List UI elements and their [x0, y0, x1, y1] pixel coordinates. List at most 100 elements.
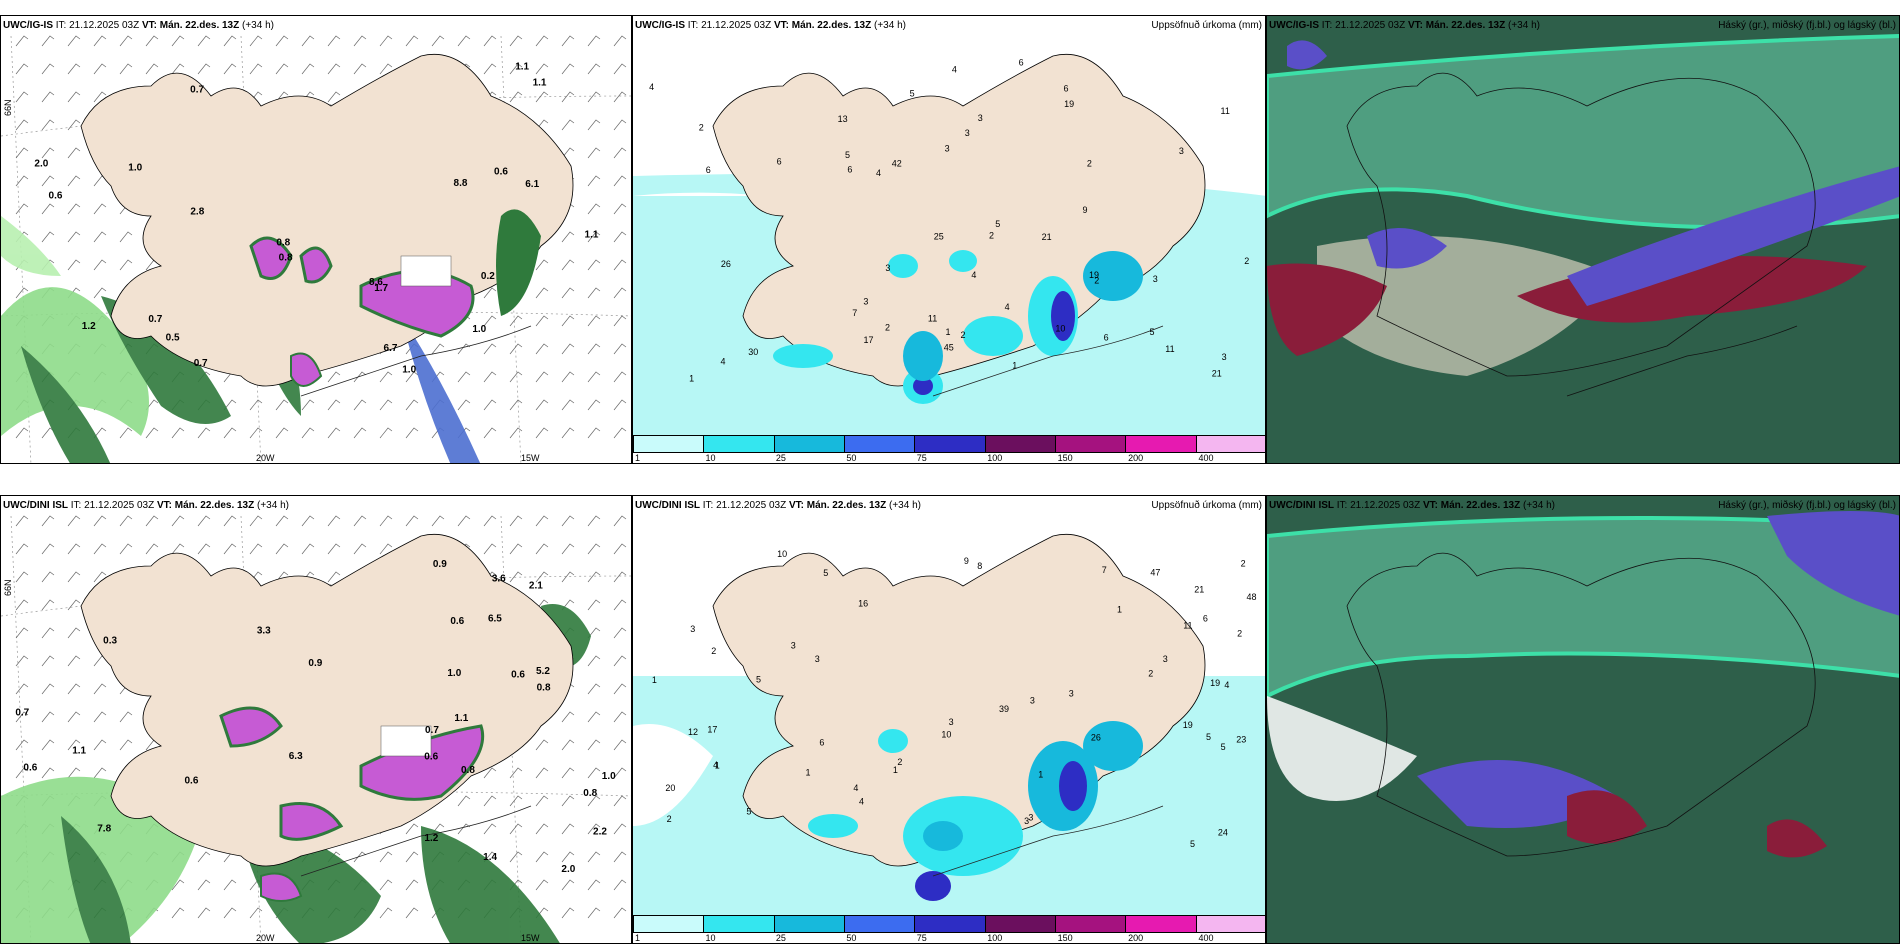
map-value-label: 3	[1163, 654, 1168, 664]
map-value-label: 5	[1221, 742, 1226, 752]
map-value-label: 0.8	[583, 788, 597, 799]
map-value-label: 11	[928, 314, 937, 324]
lon-label: 15W	[521, 933, 540, 943]
map-value-label: 1	[652, 675, 657, 685]
map-value-label: 2	[1244, 256, 1249, 266]
map-value-label: 6.1	[525, 179, 539, 190]
map-value-label: 42	[892, 159, 902, 169]
map-value-label: 1	[1012, 360, 1017, 370]
map-value-label: 4	[1224, 680, 1229, 690]
map-value-label: 0.6	[184, 776, 198, 787]
map-value-label: 3	[885, 263, 890, 273]
map-value-label: 10	[941, 729, 951, 739]
map-value-label: 8	[977, 561, 982, 571]
legend-swatch	[634, 436, 705, 452]
map-value-label: 1.1	[72, 746, 86, 757]
map-value-label: 6.3	[289, 751, 303, 762]
map-value-label: 2	[711, 646, 716, 656]
map-value-label: 6	[1019, 57, 1024, 67]
labels-top-wind: 1.0 0.7 0.7 1.0 0.6 6.7 1.1 2.8 0.8 0.5 1.2 2.0 0.8 8…	[3, 61, 599, 463]
map-value-label: 4	[859, 796, 864, 806]
map-value-label: 0.8	[537, 683, 551, 694]
map-value-label: 4	[721, 357, 726, 367]
map-value-label: 12	[688, 727, 698, 737]
map-bottom-cloud	[1267, 496, 1899, 943]
map-value-label: 10	[777, 549, 787, 559]
lon-label: 20W	[256, 933, 275, 943]
map-value-label: 1.1	[515, 61, 529, 72]
map-value-label: 19	[1064, 99, 1074, 109]
legend-label: 1	[635, 933, 641, 943]
map-value-label: 0.6	[49, 191, 63, 202]
map-value-label: 9	[1083, 205, 1088, 215]
panel-header: UWC/DINI ISL IT: 21.12.2025 03Z VT: Mán.…	[635, 500, 921, 511]
legend-swatch	[844, 916, 916, 932]
panel-header: UWC/DINI ISL IT: 21.12.2025 03Z VT: Mán.…	[1269, 500, 1555, 511]
map-value-label: 0.6	[450, 616, 464, 627]
panel-bottom-wind: UWC/DINI ISL IT: 21.12.2025 03Z VT: Mán.…	[0, 495, 632, 944]
map-value-label: 0.9	[308, 658, 322, 669]
map-value-label: 0.7	[194, 358, 208, 369]
map-value-label: 26	[721, 259, 731, 269]
map-value-label: 17	[863, 335, 873, 345]
legend-swatch	[985, 436, 1056, 452]
map-value-label: 1.0	[472, 324, 486, 335]
map-value-label: 2.8	[190, 207, 204, 218]
legend-swatch	[915, 916, 986, 932]
cloud-title: Háský (gr.), miðský (fj.bl.) og lágský (…	[1718, 20, 1896, 31]
map-value-label: 1	[1038, 770, 1043, 780]
panel-header: UWC/DINI ISL IT: 21.12.2025 03Z VT: Mán.…	[3, 500, 289, 511]
map-value-label: 19	[1089, 270, 1099, 280]
map-value-label: 4	[1005, 302, 1010, 312]
map-value-label: 6.7	[384, 343, 398, 354]
legend-swatch	[1196, 916, 1265, 932]
map-value-label: 6	[847, 164, 852, 174]
panel-header: UWC/IG-IS IT: 21.12.2025 03Z VT: Mán. 22…	[1269, 20, 1540, 31]
legend-swatch	[1055, 916, 1127, 932]
legend-label: 1	[635, 453, 641, 463]
map-value-label: 3	[1030, 696, 1035, 706]
legend-swatch	[774, 916, 845, 932]
map-value-label: 3	[965, 128, 970, 138]
map-value-label: 0.7	[15, 707, 29, 718]
map-value-label: 11	[1221, 106, 1230, 116]
precip-legend-labels: 1 10 25 50 75 100 150 200 400	[633, 453, 1265, 463]
map-value-label: 30	[748, 347, 758, 357]
map-value-label: 3	[1179, 146, 1184, 156]
legend-label: 400	[1198, 933, 1214, 943]
map-value-label: 4	[876, 168, 881, 178]
map-value-label: 0.9	[433, 559, 447, 570]
legend-label: 50	[846, 453, 857, 463]
map-value-label: 3	[1069, 689, 1074, 699]
map-value-label: 1.0	[602, 771, 616, 782]
map-value-label: 3	[815, 654, 820, 664]
precip-title: Uppsöfnuð úrkoma (mm)	[1151, 500, 1262, 511]
panel-header: UWC/IG-IS IT: 21.12.2025 03Z VT: Mán. 22…	[635, 20, 906, 31]
map-top-cloud	[1267, 16, 1899, 463]
labels-bottom-wind: 0.6 1.0 0.6 0.8 1.2 6.5 5.2 0.9 2.2 1.4 1.1 0.7 0.6 0…	[3, 559, 616, 943]
map-value-label: 2.0	[34, 158, 48, 169]
map-value-label: 1.1	[454, 713, 468, 724]
precip-legend	[633, 915, 1265, 933]
map-value-label: 1	[1117, 604, 1122, 614]
map-value-label: 2	[667, 814, 672, 824]
map-value-label: 0.7	[148, 314, 162, 325]
map-value-label: 1.7	[374, 283, 388, 294]
cloud-title: Háský (gr.), miðský (fj.bl.) og lágský (…	[1718, 500, 1896, 511]
legend-label: 150	[1057, 933, 1073, 943]
map-value-label: 3	[1028, 812, 1033, 822]
map-value-label: 1	[946, 327, 951, 337]
map-value-label: 3	[690, 624, 695, 634]
map-value-label: 10	[1055, 323, 1065, 333]
map-value-label: 2	[699, 122, 704, 132]
legend-label: 75	[916, 933, 927, 943]
map-value-label: 0.7	[190, 84, 204, 95]
map-value-label: 2	[961, 330, 966, 340]
map-value-label: 6	[706, 165, 711, 175]
legend-swatch	[704, 916, 775, 932]
map-value-label: 39	[999, 704, 1009, 714]
map-bottom-precip	[633, 534, 1265, 926]
map-value-label: 2	[1148, 669, 1153, 679]
map-value-label: 0.6	[511, 670, 525, 681]
